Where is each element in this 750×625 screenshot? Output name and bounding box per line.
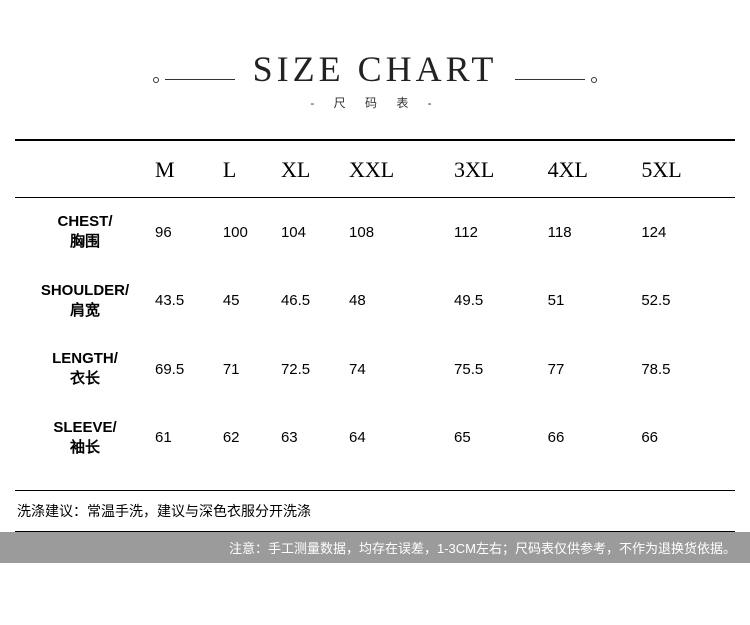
- row-label-en: CHEST/: [57, 213, 112, 230]
- cell: 64: [349, 404, 454, 473]
- cell: 74: [349, 335, 454, 404]
- wash-note: 洗涤建议：常温手洗，建议与深色衣服分开洗涤: [15, 490, 735, 532]
- cell: 75.5: [454, 335, 548, 404]
- cell: 71: [223, 335, 281, 404]
- cell: 104: [281, 198, 349, 267]
- cell: 65: [454, 404, 548, 473]
- cell: 49.5: [454, 267, 548, 336]
- row-label: SLEEVE/ 袖长: [15, 404, 155, 473]
- cell: 45: [223, 267, 281, 336]
- cell: 100: [223, 198, 281, 267]
- cell: 124: [641, 198, 735, 267]
- col-header: 5XL: [641, 140, 735, 198]
- cell: 51: [548, 267, 642, 336]
- row-label: SHOULDER/ 肩宽: [15, 267, 155, 336]
- table-row: SHOULDER/ 肩宽 43.5 45 46.5 48 49.5 51 52.…: [15, 267, 735, 336]
- col-header: XL: [281, 140, 349, 198]
- deco-line-icon: [165, 79, 235, 81]
- col-header: XXL: [349, 140, 454, 198]
- cell: 62: [223, 404, 281, 473]
- row-label-cn: 肩宽: [70, 302, 100, 319]
- cell: 112: [454, 198, 548, 267]
- cell: 69.5: [155, 335, 223, 404]
- disclaimer-bar: 注意：手工测量数据，均存在误差，1-3CM左右；尺码表仅供参考，不作为退换货依据…: [0, 532, 750, 563]
- col-header: 4XL: [548, 140, 642, 198]
- chart-title: SIZE CHART: [253, 48, 498, 90]
- row-label-cn: 衣长: [70, 370, 100, 387]
- table-row: LENGTH/ 衣长 69.5 71 72.5 74 75.5 77 78.5: [15, 335, 735, 404]
- table-row: CHEST/ 胸围 96 100 104 108 112 118 124: [15, 198, 735, 267]
- cell: 78.5: [641, 335, 735, 404]
- cell: 61: [155, 404, 223, 473]
- header-deco-left: [153, 77, 235, 83]
- header: SIZE CHART - 尺 码 表 -: [0, 48, 750, 111]
- row-label-en: SLEEVE/: [53, 419, 116, 436]
- cell: 77: [548, 335, 642, 404]
- deco-dot-icon: [591, 77, 597, 83]
- size-table: M L XL XXL 3XL 4XL 5XL CHEST/ 胸围 96 100 …: [15, 139, 735, 472]
- row-label: LENGTH/ 衣长: [15, 335, 155, 404]
- table-header-row: M L XL XXL 3XL 4XL 5XL: [15, 140, 735, 198]
- cell: 52.5: [641, 267, 735, 336]
- cell: 43.5: [155, 267, 223, 336]
- cell: 108: [349, 198, 454, 267]
- deco-line-icon: [515, 79, 585, 81]
- row-label: CHEST/ 胸围: [15, 198, 155, 267]
- row-label-en: LENGTH/: [52, 350, 118, 367]
- row-label-cn: 胸围: [70, 233, 100, 250]
- cell: 72.5: [281, 335, 349, 404]
- cell: 96: [155, 198, 223, 267]
- cell: 46.5: [281, 267, 349, 336]
- cell: 66: [641, 404, 735, 473]
- col-header: L: [223, 140, 281, 198]
- col-header: M: [155, 140, 223, 198]
- cell: 118: [548, 198, 642, 267]
- deco-dot-icon: [153, 77, 159, 83]
- chart-subtitle: - 尺 码 表 -: [253, 94, 498, 111]
- header-deco-right: [515, 77, 597, 83]
- cell: 63: [281, 404, 349, 473]
- title-block: SIZE CHART - 尺 码 表 -: [253, 48, 498, 111]
- col-header: 3XL: [454, 140, 548, 198]
- table-row: SLEEVE/ 袖长 61 62 63 64 65 66 66: [15, 404, 735, 473]
- row-label-cn: 袖长: [70, 439, 100, 456]
- table-header-spacer: [15, 140, 155, 198]
- cell: 48: [349, 267, 454, 336]
- cell: 66: [548, 404, 642, 473]
- row-label-en: SHOULDER/: [41, 282, 129, 299]
